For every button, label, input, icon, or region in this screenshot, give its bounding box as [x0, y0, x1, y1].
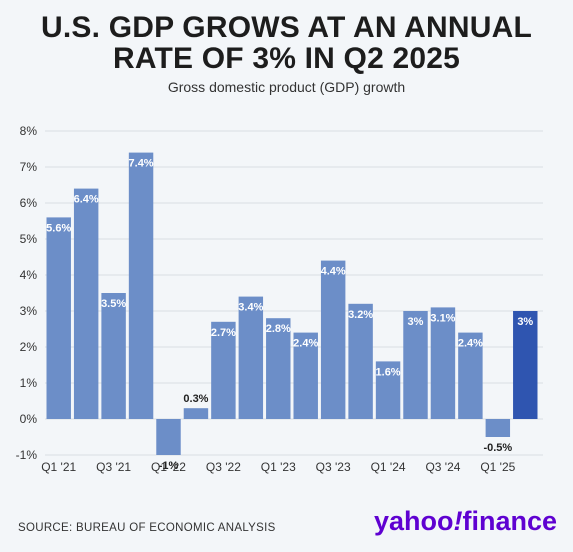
data-label: 4.4% [321, 266, 346, 278]
data-label: 3% [408, 316, 424, 328]
x-tick-label: Q1 '25 [480, 460, 515, 474]
chart-title: U.S. GDP GROWS AT AN ANNUAL RATE OF 3% I… [41, 11, 532, 75]
y-tick-label: 1% [20, 376, 38, 390]
x-tick-label: Q1 '24 [371, 460, 406, 474]
bar [320, 260, 346, 419]
brand-finance: finance [462, 506, 557, 536]
chart-subtitle: Gross domestic product (GDP) growth [167, 79, 406, 95]
bar [101, 293, 126, 419]
y-tick-label: 3% [20, 304, 38, 318]
y-tick-label: -1% [16, 448, 38, 462]
x-axis-ticks: Q1 '21 Q3 '21 Q1 '22 Q3 '22 Q1 '23 Q3 '23 Q1 '… [41, 460, 515, 474]
bar [458, 332, 483, 419]
bar [156, 419, 181, 455]
data-label: 2.7% [211, 327, 236, 339]
bar [266, 318, 291, 419]
data-label: 3.4% [238, 302, 263, 314]
y-tick-label: 6% [20, 196, 38, 210]
data-label: -0.5% [483, 442, 512, 454]
bar [46, 217, 71, 419]
bar [348, 303, 373, 419]
bar [513, 311, 538, 419]
data-label: 0.3% [183, 393, 208, 405]
bar [238, 296, 264, 419]
bar [485, 419, 511, 437]
bar [430, 307, 456, 419]
data-label: 5.6% [46, 222, 71, 234]
y-tick-label: 4% [20, 268, 38, 282]
x-tick-label: Q1 '23 [261, 460, 296, 474]
x-tick-label: Q3 '23 [316, 460, 351, 474]
y-axis-ticks: -1% 0% 1% 2% 3% 4% 5% 6% 7% 8% [16, 124, 38, 462]
y-tick-label: 2% [20, 340, 38, 354]
data-label: 3.1% [430, 312, 455, 324]
yahoo-finance-logo: yahoo!finance [374, 506, 557, 536]
x-tick-label: Q3 '24 [425, 460, 460, 474]
brand-bang: ! [453, 506, 463, 536]
bar [183, 408, 209, 419]
x-tick-label: Q3 '22 [206, 460, 241, 474]
data-label: -1% [159, 460, 179, 472]
brand-yahoo: yahoo [373, 506, 454, 536]
data-labels: 5.6%6.4%3.5%7.4%-1%0.3%2.7%3.4%2.8%2.4%4… [46, 158, 533, 472]
bar [211, 321, 236, 419]
x-tick-label: Q1 '22 [151, 460, 186, 474]
data-label: 1.6% [376, 366, 401, 378]
x-tick-label: Q1 '21 [41, 460, 76, 474]
bar [73, 188, 99, 419]
bar [293, 332, 318, 419]
y-tick-label: 0% [20, 412, 38, 426]
x-tick-label: Q3 '21 [96, 460, 131, 474]
y-tick-label: 7% [20, 160, 38, 174]
data-label: 6.4% [74, 194, 99, 206]
y-tick-label: 8% [20, 124, 38, 138]
data-label: 2.4% [458, 338, 483, 350]
bars [46, 152, 538, 455]
source-note: SOURCE: BUREAU OF ECONOMIC ANALYSIS [18, 522, 276, 534]
y-tick-label: 5% [20, 232, 38, 246]
data-label: 3.5% [101, 298, 126, 310]
data-label: 2.4% [293, 338, 318, 350]
bar [128, 152, 154, 419]
data-label: 3.2% [348, 309, 373, 321]
data-label: 7.4% [129, 158, 154, 170]
data-label: 3% [517, 316, 533, 328]
bar [375, 361, 401, 419]
data-label: 2.8% [266, 323, 291, 335]
bar [403, 311, 428, 419]
